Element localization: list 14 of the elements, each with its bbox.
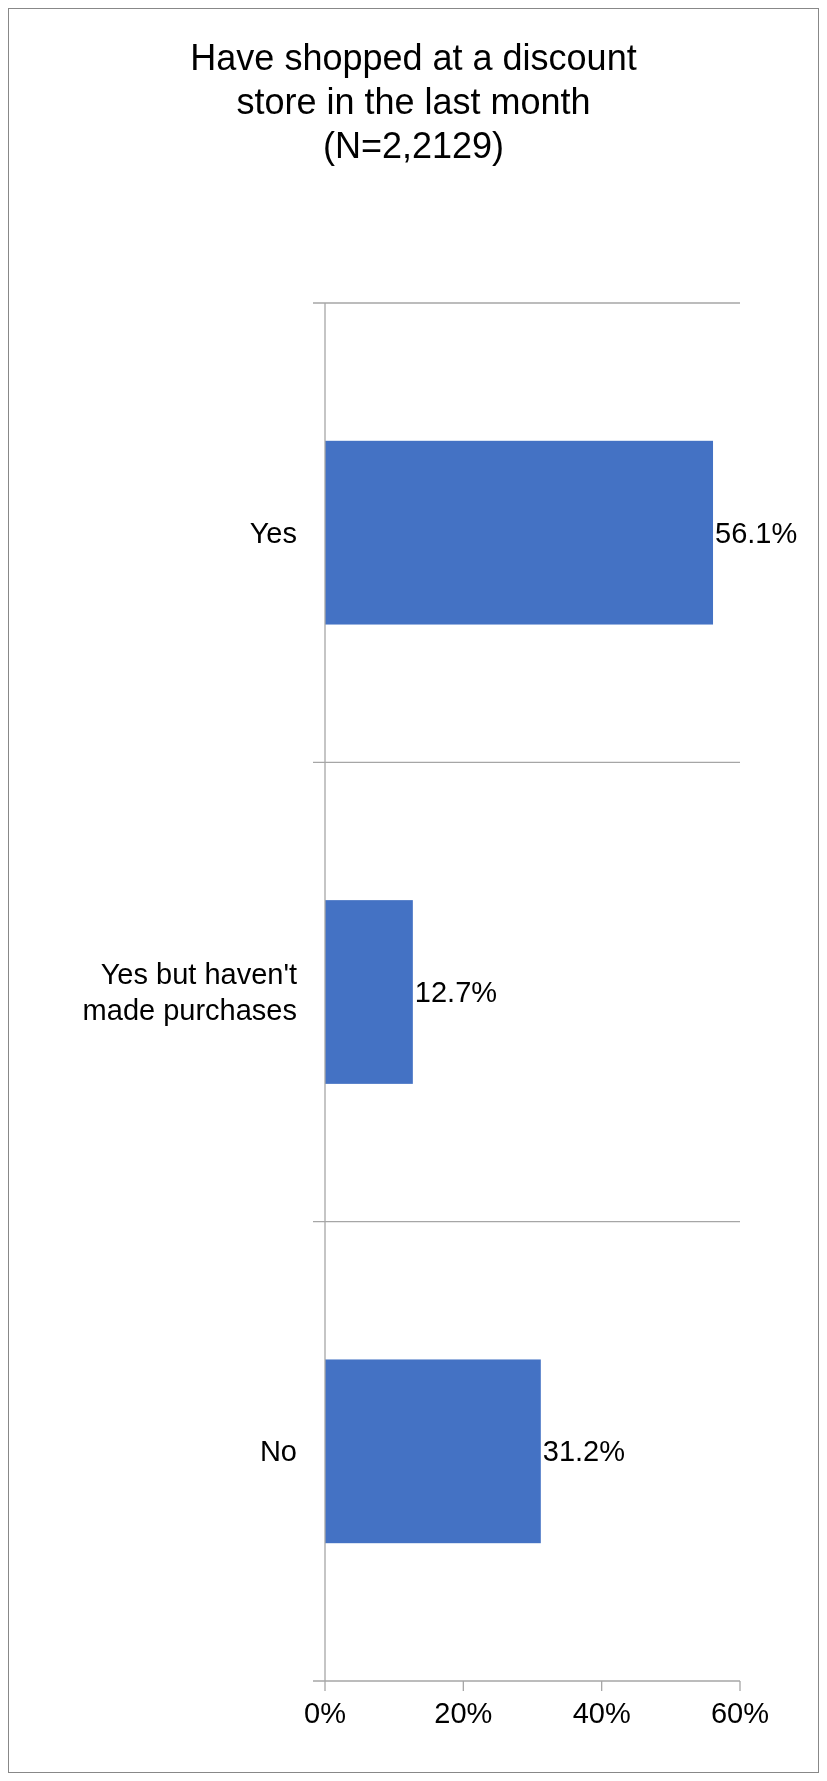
y-tick-label: No xyxy=(259,1435,297,1468)
x-tick-label: 40% xyxy=(572,1697,631,1729)
data-label: 31.2% xyxy=(542,1435,626,1468)
x-tick-label: 60% xyxy=(710,1697,770,1729)
x-tick-label: 20% xyxy=(434,1697,493,1729)
data-label: 56.1% xyxy=(715,516,798,549)
y-tick-label: Yes xyxy=(249,516,297,549)
y-tick-label: Yes but haven't made purchases xyxy=(82,958,297,1026)
bar xyxy=(325,440,714,625)
data-label: 12.7% xyxy=(414,976,498,1008)
bar xyxy=(325,900,413,1084)
chart-title: Have shopped at a discount store in the last month (N=2,2129) xyxy=(190,37,637,166)
x-tick-label: 0% xyxy=(304,1697,346,1729)
bar xyxy=(325,1359,541,1544)
